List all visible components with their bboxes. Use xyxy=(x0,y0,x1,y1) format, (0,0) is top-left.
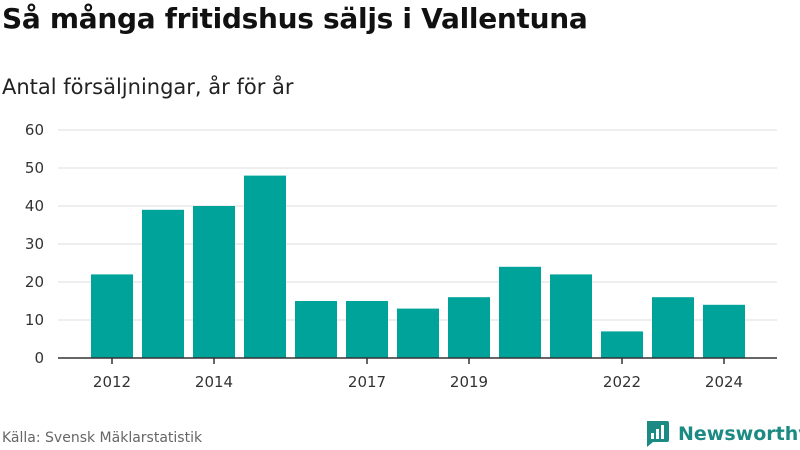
brand-logo[interactable]: Newsworthy xyxy=(644,420,800,448)
newsworthy-logo-icon xyxy=(647,421,669,447)
bar-2024 xyxy=(703,304,745,358)
x-tick-label: 2014 xyxy=(195,373,233,391)
bar-2023 xyxy=(652,297,694,358)
x-axis xyxy=(58,357,777,364)
y-tick-label: 20 xyxy=(25,273,44,291)
bar-2021 xyxy=(550,274,592,358)
y-tick-label: 0 xyxy=(34,349,44,367)
bar-2016 xyxy=(295,301,337,358)
x-tick-label: 2024 xyxy=(705,373,743,391)
bar-2019 xyxy=(448,297,490,358)
x-tick-label: 2017 xyxy=(348,373,386,391)
bars xyxy=(91,175,745,358)
y-tick-label: 50 xyxy=(25,159,44,177)
bar-chart: 0 10 20 30 40 50 60 2012 2014 2017 2019 2022 2024 xyxy=(25,121,777,391)
brand-name: Newsworthy xyxy=(678,423,800,445)
y-tick-label: 10 xyxy=(25,311,44,329)
bar-2018 xyxy=(397,308,439,358)
source-note: Källa: Svensk Mäklarstatistik xyxy=(2,430,203,446)
x-tick-label: 2019 xyxy=(450,373,488,391)
x-axis-labels: 2012 2014 2017 2019 2022 2024 xyxy=(93,373,743,391)
bar-2022 xyxy=(601,331,643,358)
y-tick-label: 40 xyxy=(25,197,44,215)
chart-subtitle: Antal försäljningar, år för år xyxy=(2,75,294,99)
bar-2015 xyxy=(244,175,286,358)
y-tick-label: 30 xyxy=(25,235,44,253)
bar-2013 xyxy=(142,209,184,358)
bar-2020 xyxy=(499,266,541,358)
x-tick-label: 2022 xyxy=(603,373,641,391)
bar-2012 xyxy=(91,274,133,358)
y-axis-labels: 0 10 20 30 40 50 60 xyxy=(25,121,44,367)
bar-2014 xyxy=(193,206,235,358)
bar-2017 xyxy=(346,301,388,358)
page-title: Så många fritidshus säljs i Vallentuna xyxy=(2,2,588,35)
x-tick-label: 2012 xyxy=(93,373,131,391)
y-tick-label: 60 xyxy=(25,121,44,139)
